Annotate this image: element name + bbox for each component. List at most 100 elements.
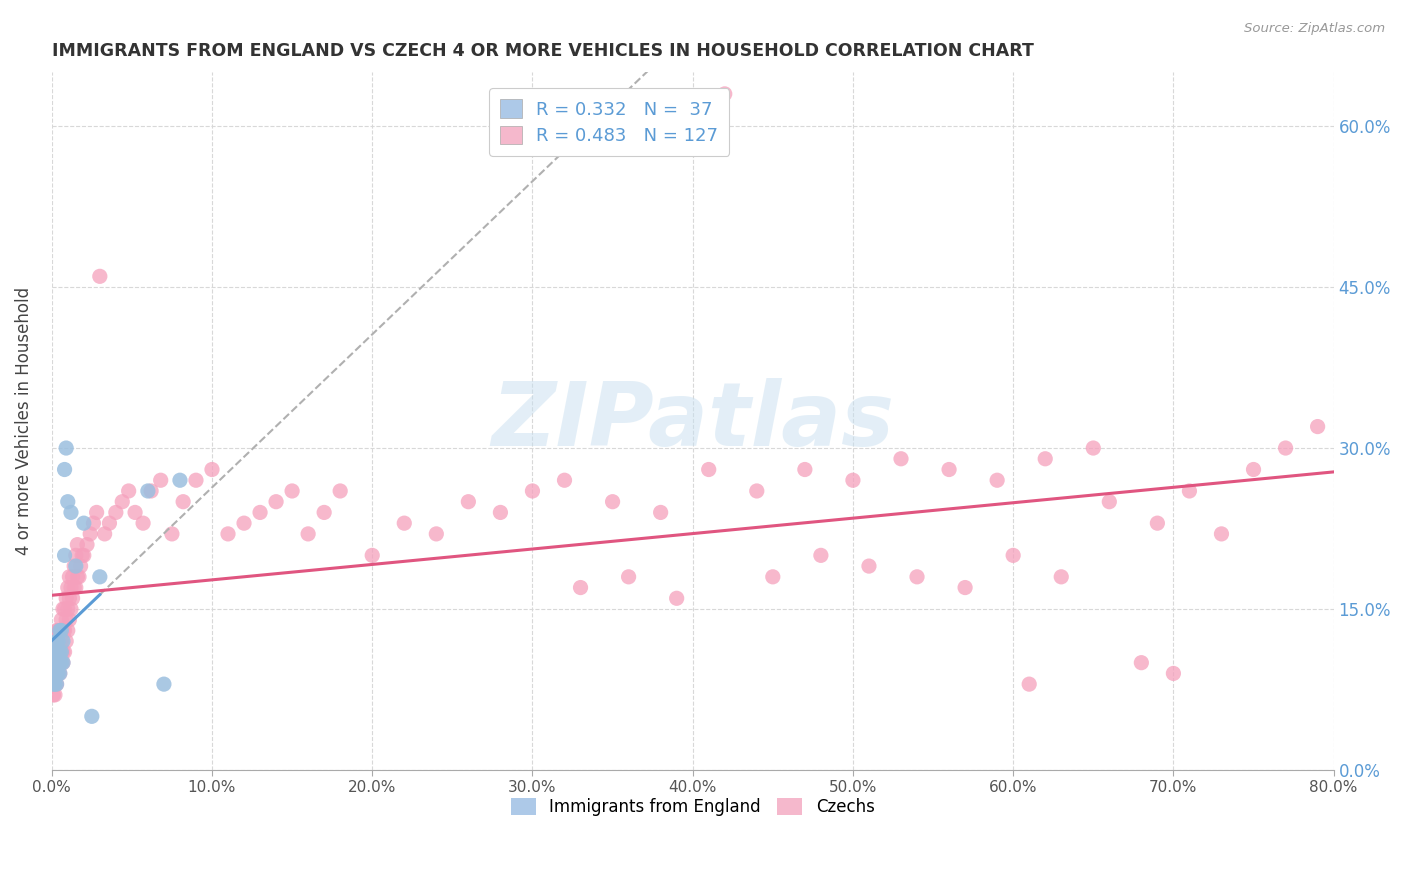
Point xyxy=(139,483,162,498)
Point xyxy=(55,613,77,627)
Point xyxy=(66,538,89,552)
Point xyxy=(49,624,72,638)
Point xyxy=(51,634,73,648)
Point xyxy=(46,656,69,670)
Point xyxy=(1243,462,1265,476)
Point xyxy=(1130,656,1153,670)
Point xyxy=(49,656,72,670)
Point xyxy=(1274,441,1296,455)
Point xyxy=(160,527,183,541)
Point xyxy=(79,527,101,541)
Point xyxy=(149,473,172,487)
Point xyxy=(42,677,65,691)
Point xyxy=(52,602,75,616)
Point xyxy=(56,494,79,508)
Point xyxy=(489,505,512,519)
Point xyxy=(45,656,67,670)
Point xyxy=(44,656,66,670)
Point xyxy=(58,591,80,606)
Point xyxy=(51,645,73,659)
Point xyxy=(56,581,79,595)
Point xyxy=(73,549,96,563)
Point xyxy=(65,559,87,574)
Point xyxy=(52,624,75,638)
Point xyxy=(98,516,121,531)
Y-axis label: 4 or more Vehicles in Household: 4 or more Vehicles in Household xyxy=(15,287,32,556)
Point xyxy=(42,645,65,659)
Point xyxy=(1018,677,1040,691)
Point xyxy=(46,656,69,670)
Point xyxy=(89,269,111,284)
Point xyxy=(62,570,84,584)
Point xyxy=(46,645,69,659)
Point xyxy=(70,549,93,563)
Point xyxy=(762,570,785,584)
Point xyxy=(45,666,67,681)
Point xyxy=(1083,441,1105,455)
Point xyxy=(73,516,96,531)
Point xyxy=(45,666,67,681)
Point xyxy=(59,602,82,616)
Point xyxy=(45,634,67,648)
Point xyxy=(153,677,176,691)
Point xyxy=(42,656,65,670)
Point xyxy=(42,677,65,691)
Point xyxy=(69,559,91,574)
Point xyxy=(42,688,65,702)
Point xyxy=(44,666,66,681)
Point xyxy=(63,581,86,595)
Point xyxy=(80,709,103,723)
Point xyxy=(650,505,672,519)
Point xyxy=(56,624,79,638)
Point xyxy=(111,494,134,508)
Point xyxy=(53,624,76,638)
Point xyxy=(49,666,72,681)
Point xyxy=(58,613,80,627)
Point xyxy=(986,473,1008,487)
Point xyxy=(46,645,69,659)
Point xyxy=(44,645,66,659)
Point xyxy=(1306,419,1329,434)
Point xyxy=(53,549,76,563)
Point xyxy=(314,505,336,519)
Point xyxy=(42,656,65,670)
Point xyxy=(46,666,69,681)
Point xyxy=(45,634,67,648)
Point xyxy=(51,656,73,670)
Point xyxy=(86,505,108,519)
Point xyxy=(44,688,66,702)
Point xyxy=(67,570,90,584)
Point xyxy=(394,516,416,531)
Point xyxy=(62,591,84,606)
Point xyxy=(51,613,73,627)
Point xyxy=(602,494,624,508)
Point xyxy=(44,677,66,691)
Point xyxy=(52,634,75,648)
Point xyxy=(52,656,75,670)
Point xyxy=(56,602,79,616)
Point xyxy=(249,505,271,519)
Point xyxy=(713,87,735,101)
Point xyxy=(49,624,72,638)
Point xyxy=(52,645,75,659)
Point xyxy=(281,483,304,498)
Point xyxy=(42,666,65,681)
Point xyxy=(89,570,111,584)
Point xyxy=(233,516,256,531)
Point xyxy=(49,645,72,659)
Point xyxy=(52,656,75,670)
Point xyxy=(44,634,66,648)
Point xyxy=(58,570,80,584)
Point xyxy=(745,483,768,498)
Point xyxy=(217,527,239,541)
Point xyxy=(45,645,67,659)
Point xyxy=(46,634,69,648)
Point xyxy=(1163,666,1185,681)
Point xyxy=(425,527,447,541)
Point xyxy=(665,591,688,606)
Point xyxy=(55,634,77,648)
Point xyxy=(457,494,479,508)
Point xyxy=(1178,483,1201,498)
Point xyxy=(1146,516,1168,531)
Point xyxy=(132,516,155,531)
